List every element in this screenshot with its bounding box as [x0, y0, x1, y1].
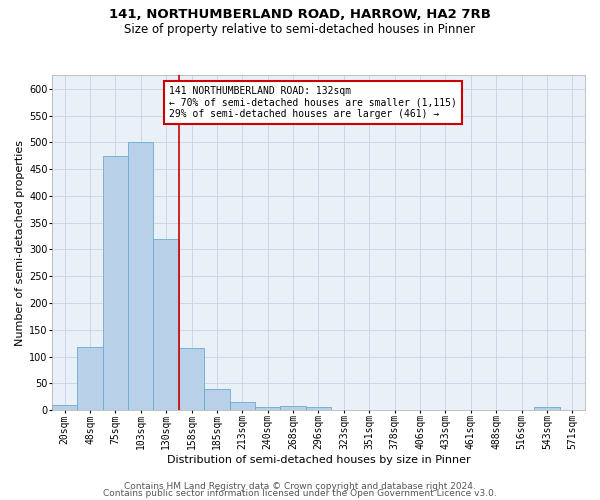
Bar: [230, 402, 255, 410]
Bar: [179, 348, 204, 410]
Bar: [255, 408, 280, 410]
Bar: [204, 388, 230, 410]
Bar: [534, 408, 560, 410]
Text: Contains HM Land Registry data © Crown copyright and database right 2024.: Contains HM Land Registry data © Crown c…: [124, 482, 476, 491]
Y-axis label: Number of semi-detached properties: Number of semi-detached properties: [15, 140, 25, 346]
Bar: [77, 347, 103, 410]
Bar: [103, 156, 128, 410]
Text: 141 NORTHUMBERLAND ROAD: 132sqm
← 70% of semi-detached houses are smaller (1,115: 141 NORTHUMBERLAND ROAD: 132sqm ← 70% of…: [169, 86, 457, 118]
Bar: [52, 404, 77, 410]
Text: Size of property relative to semi-detached houses in Pinner: Size of property relative to semi-detach…: [124, 22, 476, 36]
Text: 141, NORTHUMBERLAND ROAD, HARROW, HA2 7RB: 141, NORTHUMBERLAND ROAD, HARROW, HA2 7R…: [109, 8, 491, 20]
Bar: [128, 142, 154, 410]
Bar: [154, 238, 179, 410]
Bar: [280, 406, 306, 410]
X-axis label: Distribution of semi-detached houses by size in Pinner: Distribution of semi-detached houses by …: [167, 455, 470, 465]
Bar: [306, 408, 331, 410]
Text: Contains public sector information licensed under the Open Government Licence v3: Contains public sector information licen…: [103, 490, 497, 498]
